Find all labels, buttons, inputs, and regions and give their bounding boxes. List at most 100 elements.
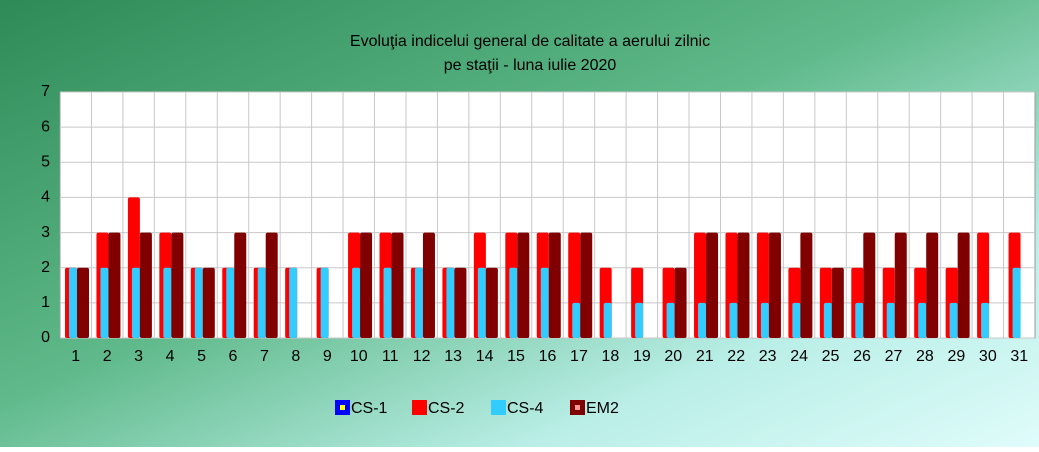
bar — [800, 232, 813, 338]
x-tick-label: 3 — [134, 348, 143, 365]
bar — [108, 232, 121, 338]
bar — [926, 232, 939, 338]
x-tick-label: 19 — [633, 348, 651, 365]
bar — [603, 302, 612, 338]
x-tick-label: 10 — [350, 348, 368, 365]
y-tick-label: 3 — [41, 224, 50, 241]
bar — [391, 232, 404, 338]
x-tick-label: 20 — [664, 348, 682, 365]
bar — [454, 267, 467, 338]
bar — [383, 267, 392, 338]
legend-label: CS-4 — [507, 400, 544, 417]
y-tick-label: 0 — [41, 329, 50, 346]
y-tick-label: 2 — [41, 259, 50, 276]
bar — [202, 267, 215, 338]
y-tick-label: 1 — [41, 294, 50, 311]
bar — [477, 267, 486, 338]
bar — [139, 232, 152, 338]
x-tick-label: 5 — [197, 348, 206, 365]
bar — [706, 232, 719, 338]
x-tick-label: 29 — [947, 348, 965, 365]
x-tick-label: 1 — [71, 348, 80, 365]
x-tick-label: 16 — [539, 348, 557, 365]
x-tick-label: 8 — [291, 348, 300, 365]
bar — [69, 267, 77, 338]
bar — [163, 267, 172, 338]
x-tick-label: 2 — [103, 348, 112, 365]
chart-title: Evoluţia indicelui general de calitate a… — [350, 33, 710, 50]
y-tick-label: 5 — [41, 154, 50, 171]
bar — [981, 302, 990, 338]
legend-swatch — [491, 400, 506, 415]
bar — [792, 302, 801, 338]
bar — [226, 267, 235, 338]
x-tick-label: 26 — [853, 348, 871, 365]
bar — [737, 232, 750, 338]
bar — [446, 267, 455, 338]
bar — [863, 232, 876, 338]
legend-swatch-inner — [575, 405, 580, 410]
bar — [894, 232, 907, 338]
bar — [100, 267, 109, 338]
bar — [422, 232, 435, 338]
bar — [918, 302, 927, 338]
y-tick-label: 4 — [41, 189, 50, 206]
bar — [414, 267, 423, 338]
bar — [949, 302, 958, 338]
x-tick-label: 4 — [166, 348, 175, 365]
bar — [540, 267, 549, 338]
x-tick-label: 14 — [476, 348, 494, 365]
bar — [572, 302, 581, 338]
bar — [831, 267, 844, 338]
x-tick-label: 25 — [822, 348, 840, 365]
bar — [485, 267, 498, 338]
x-tick-label: 9 — [323, 348, 332, 365]
x-tick-label: 7 — [260, 348, 269, 365]
chart-subtitle: pe staţii - luna iulie 2020 — [444, 57, 617, 74]
x-tick-label: 15 — [507, 348, 525, 365]
legend-swatch-inner — [340, 405, 345, 410]
bar — [360, 232, 373, 338]
bar — [886, 302, 895, 338]
bar — [194, 267, 203, 338]
bar — [171, 232, 184, 338]
bar — [698, 302, 707, 338]
x-tick-label: 31 — [1010, 348, 1028, 365]
bar — [77, 267, 89, 338]
x-tick-label: 30 — [979, 348, 997, 365]
x-tick-label: 13 — [444, 348, 462, 365]
x-tick-label: 27 — [885, 348, 903, 365]
bar — [517, 232, 530, 338]
bar — [131, 267, 140, 338]
bar — [1012, 267, 1021, 338]
bar — [257, 267, 266, 338]
bar — [548, 232, 561, 338]
bar — [509, 267, 518, 338]
y-tick-label: 7 — [41, 83, 50, 100]
bar — [635, 302, 644, 338]
bar — [768, 232, 781, 338]
bar — [352, 267, 361, 338]
x-tick-label: 11 — [382, 348, 399, 365]
legend-label: CS-2 — [428, 400, 465, 417]
legend-label: EM2 — [586, 400, 619, 417]
x-tick-label: 28 — [916, 348, 934, 365]
bar — [674, 267, 687, 338]
bar — [855, 302, 864, 338]
bar — [320, 267, 329, 338]
bar — [265, 232, 278, 338]
x-tick-label: 23 — [759, 348, 777, 365]
x-tick-label: 24 — [790, 348, 808, 365]
bar — [760, 302, 769, 338]
bar — [580, 232, 593, 338]
bar — [289, 267, 298, 338]
x-tick-label: 6 — [229, 348, 238, 365]
bar — [234, 232, 247, 338]
bar — [666, 302, 675, 338]
x-tick-label: 12 — [413, 348, 431, 365]
x-tick-label: 17 — [570, 348, 588, 365]
bar — [729, 302, 738, 338]
bar — [957, 232, 970, 338]
legend-label: CS-1 — [351, 400, 388, 417]
